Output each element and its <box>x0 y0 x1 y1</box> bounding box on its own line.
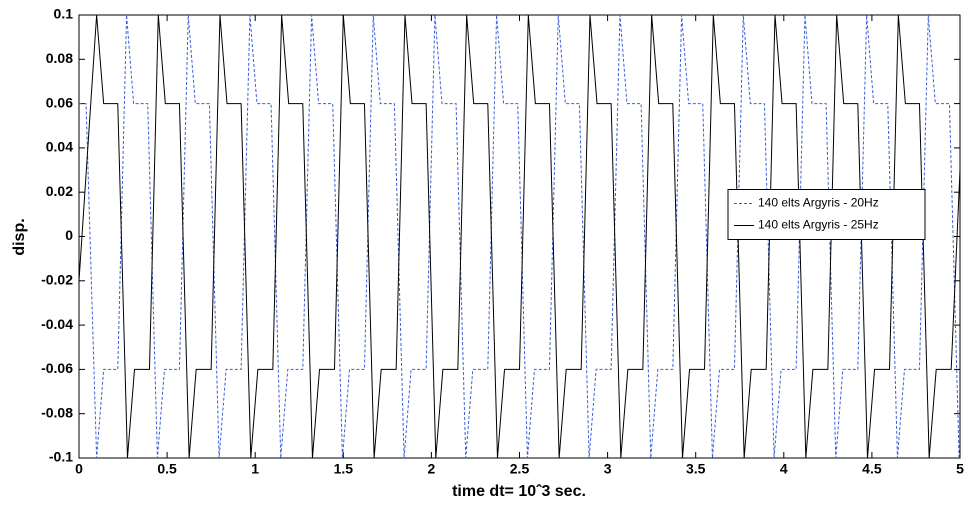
legend-box <box>727 189 926 240</box>
y-tick-label: -0.1 <box>49 449 73 465</box>
x-tick-label: 4.5 <box>862 461 882 477</box>
series-line <box>79 15 960 458</box>
y-tick-label: 0.04 <box>46 139 73 155</box>
legend: 140 elts Argyris - 20Hz 140 elts Argyris … <box>727 189 926 240</box>
x-tick-label: 2.5 <box>510 461 530 477</box>
x-tick-label: 3.5 <box>686 461 706 477</box>
y-tick-label: 0.06 <box>46 94 73 110</box>
series-line <box>79 15 960 458</box>
x-tick-label: 3 <box>604 461 612 477</box>
y-tick-label: -0.04 <box>41 316 73 332</box>
x-tick-label: 1 <box>251 461 259 477</box>
y-tick-label: 0.1 <box>54 6 74 22</box>
y-axis-label: disp. <box>11 218 28 255</box>
y-tick-label: 0.02 <box>46 183 73 199</box>
y-tick-label: -0.02 <box>41 272 73 288</box>
y-tick-label: 0.08 <box>46 50 73 66</box>
y-tick-label: -0.06 <box>41 360 73 376</box>
legend-label: 140 elts Argyris - 20Hz <box>758 196 879 210</box>
y-tick-label: 0 <box>65 227 73 243</box>
x-tick-label: 0.5 <box>157 461 177 477</box>
x-tick-label: 2 <box>428 461 436 477</box>
plot-lines <box>79 15 960 458</box>
x-tick-label: 4 <box>780 461 788 477</box>
x-tick-label: 0 <box>75 461 83 477</box>
x-axis-label: time dt= 10ˆ3 sec. <box>452 483 586 500</box>
x-tick-label: 5 <box>956 461 964 477</box>
x-tick-label: 1.5 <box>334 461 354 477</box>
y-tick-label: -0.08 <box>41 404 73 420</box>
legend-label: 140 elts Argyris - 25Hz <box>758 218 879 232</box>
